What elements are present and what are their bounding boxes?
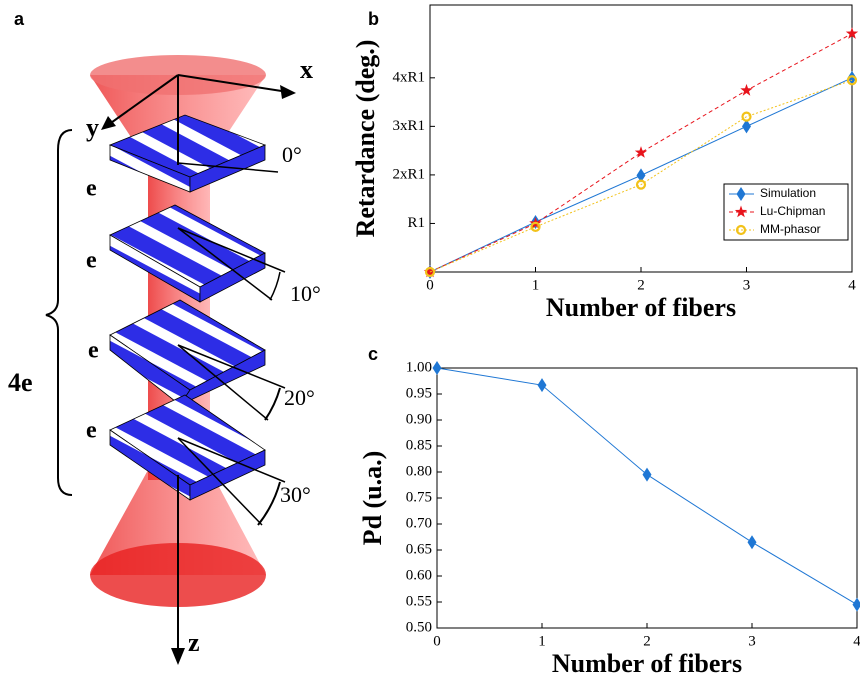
- y-tick-label: 3xR1: [392, 118, 425, 134]
- y-tick-label: 0.60: [406, 567, 432, 583]
- layer-label: e: [86, 176, 97, 202]
- layer-label: e: [86, 248, 97, 274]
- layer-label: e: [88, 338, 99, 364]
- x-axis-title: Number of fibers: [546, 293, 736, 322]
- y-tick-label: 0.85: [406, 437, 432, 453]
- angle-label: 10°: [290, 281, 321, 306]
- y-tick-label: 1.00: [406, 359, 432, 375]
- panel-label: c: [368, 344, 378, 364]
- marker: [423, 265, 437, 278]
- y-tick-label: 0.80: [406, 463, 432, 479]
- marker: [642, 467, 652, 482]
- angle-label: 30°: [280, 482, 311, 507]
- marker: [747, 535, 757, 550]
- y-tick-label: 0.65: [406, 541, 432, 557]
- y-tick-label: 0.75: [406, 489, 432, 505]
- marker: [740, 83, 753, 96]
- x-tick-label: 1: [538, 633, 546, 649]
- x-tick-label: 4: [853, 633, 860, 649]
- x-tick-label: 2: [643, 633, 651, 649]
- marker: [742, 119, 751, 134]
- x-tick-label: 4: [848, 277, 856, 293]
- angle-label: 0°: [282, 142, 302, 167]
- y-tick-label: 4xR1: [392, 69, 425, 85]
- marker: [736, 187, 746, 201]
- marker: [636, 168, 646, 183]
- y-tick-label: 0.90: [406, 411, 432, 427]
- marker: [530, 221, 541, 232]
- angle-label: 20°: [284, 385, 315, 410]
- marker: [845, 27, 859, 39]
- marker: [735, 224, 747, 236]
- plot-frame: [436, 367, 858, 629]
- slab: [109, 394, 266, 501]
- y-tick-label: 0.50: [406, 619, 432, 635]
- axis-name: z: [188, 628, 200, 657]
- slab: [109, 204, 266, 303]
- marker: [741, 111, 752, 122]
- legend-label: Simulation: [760, 186, 816, 200]
- y-tick-label: 2xR1: [392, 166, 425, 182]
- x-axis-title: Number of fibers: [552, 649, 742, 678]
- panel-label: a: [14, 9, 25, 29]
- marker: [634, 146, 648, 158]
- x-tick-label: 1: [532, 277, 540, 293]
- marker: [537, 378, 547, 393]
- y-tick-label: R1: [407, 215, 425, 231]
- marker: [424, 266, 436, 278]
- marker: [432, 361, 442, 375]
- marker: [635, 179, 647, 190]
- marker: [846, 75, 858, 86]
- slab: [109, 299, 266, 406]
- marker: [734, 205, 748, 218]
- legend-label: MM-phasor: [760, 222, 821, 236]
- axis-name: y: [86, 113, 99, 142]
- layer-label: e: [86, 418, 97, 444]
- y-axis-title: Retardance (deg.): [351, 40, 380, 238]
- diagram: a x y z e e e e 4e 0° 10° 20° 30°: [8, 9, 321, 665]
- total-label: 4e: [8, 368, 33, 397]
- slab: [108, 114, 267, 193]
- panel-label: b: [368, 9, 379, 29]
- x-tick-label: 3: [748, 633, 756, 649]
- series-line: [429, 79, 853, 273]
- axes-arrows: [45, 74, 289, 655]
- x-tick-label: 0: [433, 633, 441, 649]
- y-tick-label: 0.95: [406, 385, 432, 401]
- axis-name: x: [300, 55, 313, 84]
- y-tick-label: 0.70: [406, 515, 432, 531]
- arrowheads: [101, 85, 296, 665]
- series-line: [436, 367, 858, 606]
- series-line: [429, 33, 853, 273]
- x-tick-label: 0: [426, 277, 434, 293]
- x-tick-label: 2: [637, 277, 645, 293]
- legend-label: Lu-Chipman: [760, 204, 825, 218]
- marker: [852, 597, 860, 612]
- marker: [847, 70, 857, 85]
- y-tick-label: 0.55: [406, 593, 432, 609]
- y-axis-title: Pd (u.a.): [358, 451, 387, 546]
- x-tick-label: 3: [743, 277, 751, 293]
